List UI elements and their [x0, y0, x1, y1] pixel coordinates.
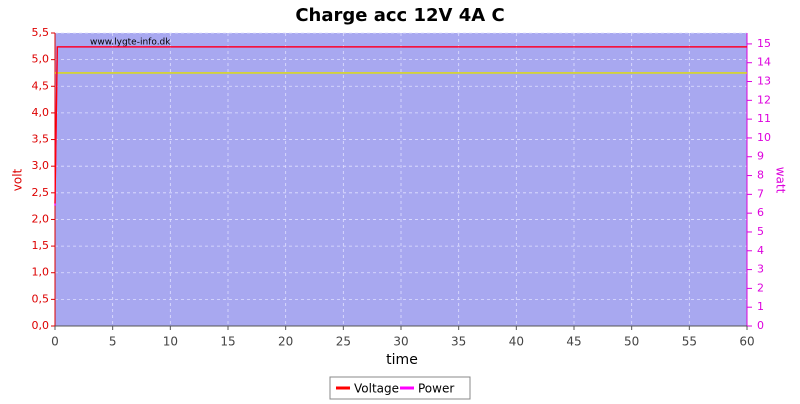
y2-tick-label: 13 [757, 75, 771, 88]
y2-tick-label: 0 [757, 319, 764, 332]
x-tick-label: 10 [163, 335, 178, 349]
y-tick-label: 2,5 [32, 186, 50, 199]
y2-tick-label: 6 [757, 206, 764, 219]
y-tick-label: 3,0 [32, 159, 50, 172]
x-tick-label: 0 [51, 335, 59, 349]
y2-tick-label: 14 [757, 56, 771, 69]
y2-tick-label: 15 [757, 37, 771, 50]
y-tick-label: 0,0 [32, 319, 50, 332]
y-axis-label: volt [11, 168, 25, 191]
y-tick-label: 2,0 [32, 212, 50, 225]
legend: Voltage Power [329, 376, 471, 400]
y2-tick-label: 1 [757, 300, 764, 313]
y2-tick-label: 8 [757, 169, 764, 182]
y2-tick-label: 10 [757, 131, 771, 144]
y-tick-label: 0,5 [32, 292, 50, 305]
y-tick-label: 3,5 [32, 133, 50, 146]
x-axis-label: time [386, 352, 418, 368]
x-tick-label: 55 [682, 335, 697, 349]
chart-title: Charge acc 12V 4A C [295, 5, 504, 26]
legend-label: Voltage [354, 382, 399, 396]
x-tick-label: 5 [109, 335, 117, 349]
y-tick-label: 5,5 [32, 26, 50, 39]
y-tick-label: 4,0 [32, 106, 50, 119]
y-tick-label: 5,0 [32, 53, 50, 66]
y-tick-label: 4,5 [32, 79, 50, 92]
x-tick-label: 30 [393, 335, 408, 349]
x-tick-label: 35 [451, 335, 466, 349]
y-tick-label: 1,0 [32, 266, 50, 279]
x-tick-label: 20 [278, 335, 293, 349]
x-tick-label: 25 [336, 335, 351, 349]
series-line [54, 46, 747, 204]
y2-tick-label: 11 [757, 112, 771, 125]
y2-tick-label: 12 [757, 93, 771, 106]
y2-tick-label: 2 [757, 281, 764, 294]
y2-axis-label: watt [774, 167, 788, 194]
y2-tick-label: 5 [757, 225, 764, 238]
legend-label: Power [418, 382, 454, 396]
y2-tick-label: 4 [757, 244, 764, 257]
x-tick-label: 40 [509, 335, 524, 349]
x-tick-label: 60 [739, 335, 754, 349]
x-tick-label: 15 [220, 335, 235, 349]
y2-tick-label: 9 [757, 150, 764, 163]
y2-tick-label: 3 [757, 263, 764, 276]
watermark: www.lygte-info.dk [90, 38, 171, 48]
y2-tick-label: 7 [757, 187, 764, 200]
x-tick-label: 50 [624, 335, 639, 349]
y-tick-label: 1,5 [32, 239, 50, 252]
x-tick-label: 45 [566, 335, 581, 349]
